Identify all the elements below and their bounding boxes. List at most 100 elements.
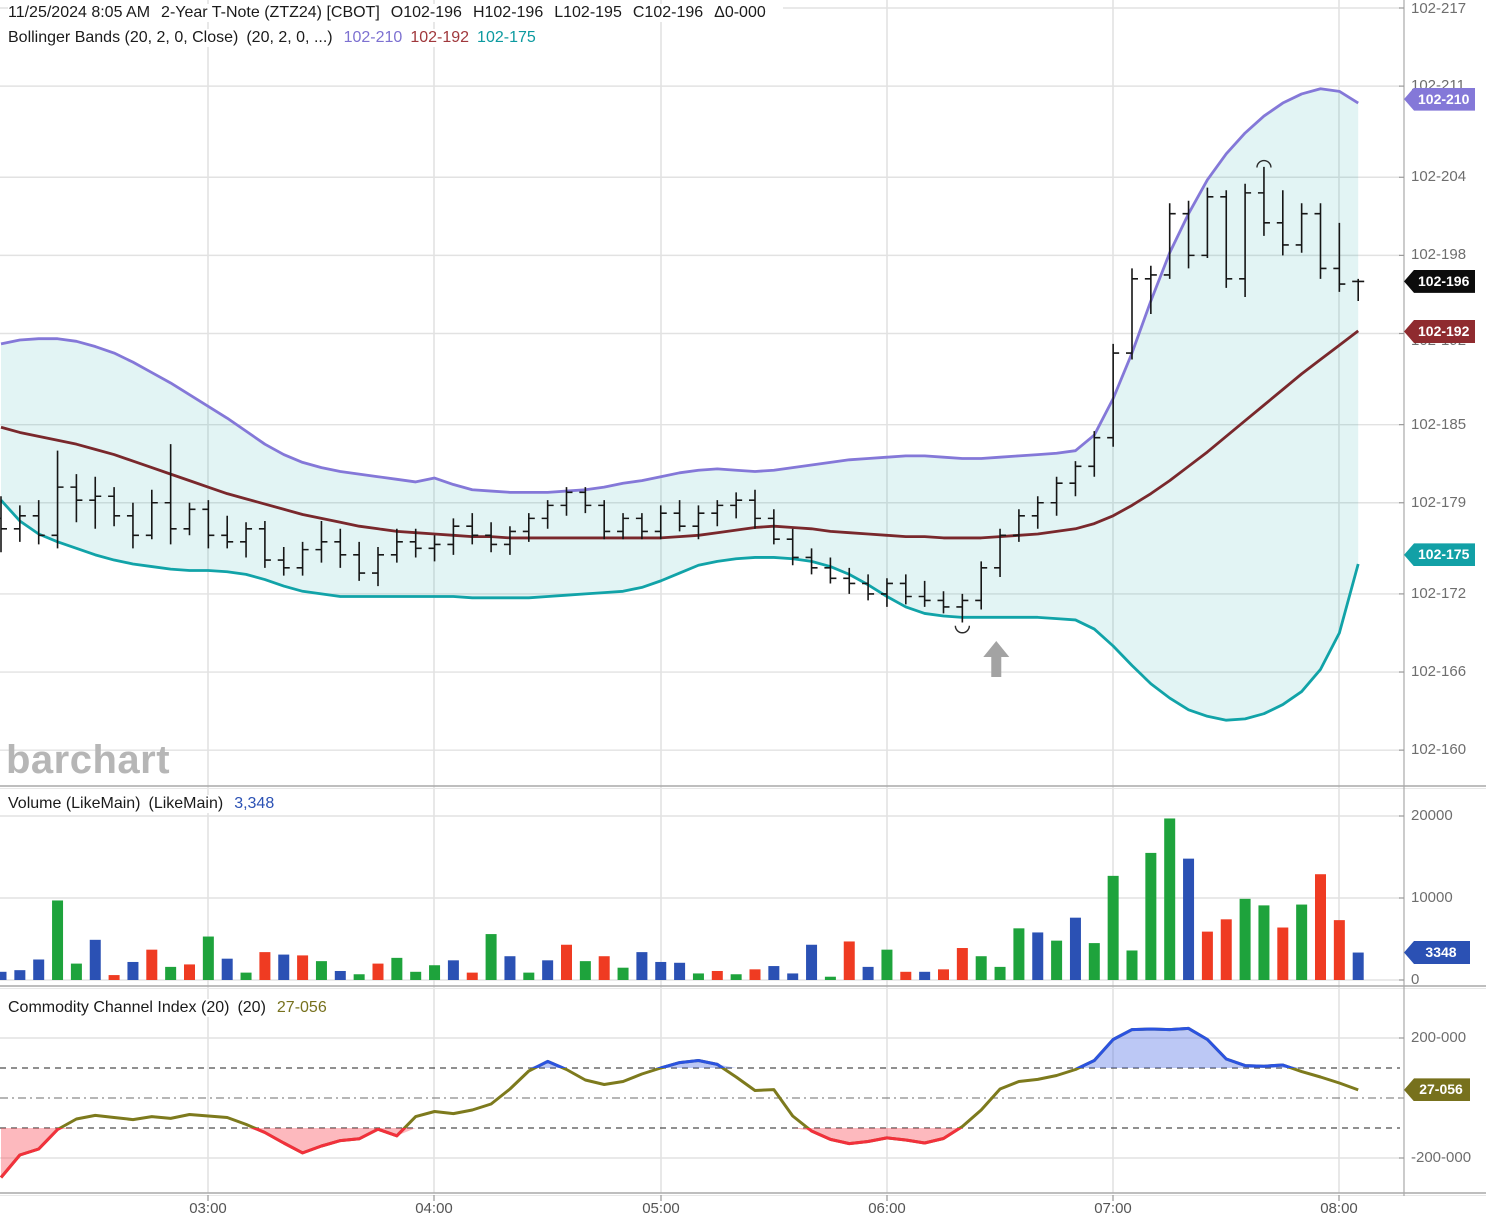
ohlc-bar bbox=[1107, 343, 1120, 447]
ohlc-bar bbox=[1333, 222, 1346, 292]
ohlc-bar bbox=[673, 500, 686, 532]
quote-open: O102-196 bbox=[390, 4, 462, 21]
cci-label[interactable]: Commodity Channel Index (20) bbox=[8, 999, 230, 1016]
volume-bar bbox=[1352, 952, 1364, 980]
price-gridlines bbox=[0, 7, 1400, 751]
volume-bar bbox=[956, 948, 968, 980]
cci-value: 27-056 bbox=[276, 999, 327, 1016]
vertical-gridlines bbox=[207, 0, 1340, 1193]
volume-bar bbox=[938, 969, 949, 980]
bollinger-params: (20, 2, 0, ...) bbox=[246, 29, 333, 46]
volume-bar bbox=[485, 934, 497, 980]
axis-ticks bbox=[207, 7, 1404, 1201]
cci-plot bbox=[0, 1026, 1359, 1179]
volume-bar bbox=[1201, 931, 1213, 980]
quote-symbol: 2-Year T-Note (ZTZ24) [CBOT] bbox=[161, 4, 380, 21]
ohlc-bar bbox=[183, 502, 196, 536]
volume-bar bbox=[447, 960, 459, 980]
ohlc-bar bbox=[1220, 190, 1233, 288]
ohlc-bar bbox=[767, 509, 780, 545]
ohlc-bar bbox=[975, 561, 988, 610]
ohlc-bar bbox=[334, 528, 347, 568]
ohlc-bar bbox=[108, 487, 121, 527]
bollinger-label[interactable]: Bollinger Bands (20, 2, 0, Close) bbox=[8, 29, 239, 46]
bollinger-middle-line bbox=[0, 329, 1360, 540]
volume-bar bbox=[1051, 940, 1063, 980]
ohlc-bar bbox=[315, 520, 328, 563]
volume-bar bbox=[184, 964, 195, 980]
volume-bar bbox=[523, 972, 535, 980]
ohlc-bar bbox=[0, 496, 7, 553]
ohlc-bar bbox=[692, 505, 705, 540]
ohlc-bar bbox=[447, 518, 460, 555]
cci-reference-lines bbox=[0, 1037, 1400, 1159]
volume-bar bbox=[278, 954, 290, 980]
ohlc-bar bbox=[503, 526, 516, 555]
ohlc-bar bbox=[89, 476, 102, 529]
volume-bar bbox=[598, 956, 610, 980]
volume-bar bbox=[70, 963, 82, 980]
volume-bar bbox=[806, 944, 818, 980]
ohlc-bar bbox=[1126, 268, 1138, 360]
ohlc-bar bbox=[1239, 183, 1252, 298]
volume-bar bbox=[1145, 852, 1157, 980]
volume-bar bbox=[1333, 920, 1345, 980]
volume-bar bbox=[146, 949, 158, 980]
ohlc-bar bbox=[466, 513, 479, 545]
ohlc-bar bbox=[749, 489, 761, 529]
ohlc-bar bbox=[560, 487, 573, 516]
volume-bar bbox=[1126, 950, 1138, 980]
ohlc-bar bbox=[1050, 476, 1063, 516]
volume-bar bbox=[749, 969, 761, 980]
volume-value: 3,348 bbox=[234, 795, 275, 812]
ohlc-bar bbox=[617, 513, 630, 540]
volume-bar bbox=[730, 974, 742, 980]
volume-bar bbox=[240, 972, 252, 980]
ohlc-bars bbox=[0, 166, 1365, 623]
quote-header: 11/25/2024 8:05 AM 2-Year T-Note (ZTZ24) … bbox=[8, 4, 783, 22]
volume-label[interactable]: Volume (LikeMain) bbox=[8, 795, 141, 812]
bollinger-bands bbox=[0, 87, 1360, 722]
ohlc-bar bbox=[390, 528, 403, 563]
bollinger-middle-value: 102-192 bbox=[410, 29, 470, 46]
ohlc-bar bbox=[164, 444, 177, 545]
ohlc-bar bbox=[70, 474, 83, 523]
volume-bar bbox=[127, 961, 139, 980]
volume-bar bbox=[1069, 917, 1081, 980]
ohlc-bar bbox=[994, 528, 1007, 577]
ohlc-bar bbox=[1314, 203, 1327, 279]
ohlc-bar bbox=[277, 547, 290, 576]
ohlc-bar bbox=[51, 450, 64, 549]
quote-datetime: 11/25/2024 8:05 AM bbox=[8, 4, 151, 21]
panel-borders bbox=[0, 0, 1486, 1196]
ohlc-bar bbox=[409, 528, 422, 558]
ohlc-bar bbox=[32, 500, 45, 545]
ohlc-bar bbox=[372, 547, 384, 587]
cci-header: Commodity Channel Index (20) (20) 27-056 bbox=[8, 999, 344, 1017]
volume-bar bbox=[221, 958, 233, 980]
volume-bar bbox=[1088, 943, 1100, 980]
volume-bar bbox=[674, 962, 686, 980]
ohlc-bar bbox=[579, 487, 592, 514]
volume-bar bbox=[0, 971, 7, 980]
low-arc-marker bbox=[954, 625, 971, 634]
ohlc-bar bbox=[353, 541, 366, 581]
volume-bar bbox=[975, 956, 987, 980]
volume-bar bbox=[259, 952, 271, 980]
ohlc-bar bbox=[937, 591, 950, 614]
ohlc-bar bbox=[1088, 431, 1101, 477]
ohlc-bar bbox=[1163, 203, 1176, 279]
volume-bar bbox=[1164, 818, 1176, 980]
volume-bar bbox=[1032, 932, 1044, 980]
ohlc-bar bbox=[1201, 187, 1214, 258]
volume-bar bbox=[108, 975, 120, 980]
volume-bar bbox=[1258, 905, 1270, 980]
volume-bar bbox=[768, 966, 780, 980]
ohlc-bar bbox=[730, 492, 743, 519]
volume-bar bbox=[1277, 927, 1289, 980]
volume-bar bbox=[1296, 904, 1308, 980]
volume-bar bbox=[504, 956, 516, 980]
